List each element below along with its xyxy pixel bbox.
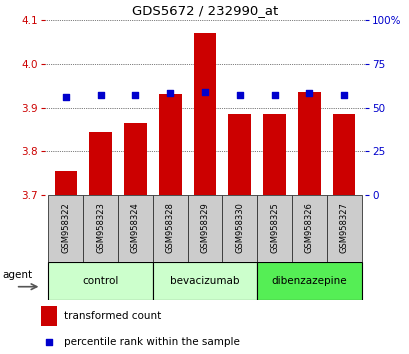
Bar xyxy=(256,262,361,300)
Bar xyxy=(222,195,256,262)
Text: GSM958322: GSM958322 xyxy=(61,202,70,252)
Text: GSM958323: GSM958323 xyxy=(96,202,105,253)
Bar xyxy=(228,114,250,195)
Point xyxy=(236,92,243,98)
Bar xyxy=(124,123,146,195)
Text: percentile rank within the sample: percentile rank within the sample xyxy=(63,337,239,347)
Point xyxy=(271,92,277,98)
Bar xyxy=(153,195,187,262)
Bar xyxy=(159,95,181,195)
Title: GDS5672 / 232990_at: GDS5672 / 232990_at xyxy=(132,5,277,17)
Bar xyxy=(48,262,153,300)
Bar xyxy=(332,114,355,195)
Bar xyxy=(291,195,326,262)
Bar xyxy=(326,195,361,262)
Bar xyxy=(153,262,256,300)
Text: bevacizumab: bevacizumab xyxy=(170,276,239,286)
Bar xyxy=(83,195,118,262)
Point xyxy=(45,339,52,345)
Text: GSM958327: GSM958327 xyxy=(339,202,348,253)
Point xyxy=(306,90,312,96)
Point xyxy=(63,94,69,99)
Bar xyxy=(89,132,112,195)
Text: agent: agent xyxy=(2,270,32,280)
Bar xyxy=(263,114,285,195)
Bar xyxy=(256,195,291,262)
Text: GSM958330: GSM958330 xyxy=(235,202,244,253)
Text: control: control xyxy=(82,276,119,286)
Text: GSM958328: GSM958328 xyxy=(165,202,174,253)
Point xyxy=(97,92,103,98)
Text: GSM958326: GSM958326 xyxy=(304,202,313,253)
Text: transformed count: transformed count xyxy=(63,311,160,321)
Point xyxy=(201,89,208,95)
Bar xyxy=(54,171,77,195)
Text: GSM958329: GSM958329 xyxy=(200,202,209,252)
Bar xyxy=(193,33,216,195)
Bar xyxy=(41,307,56,326)
Point xyxy=(340,92,346,98)
Bar xyxy=(48,195,83,262)
Bar xyxy=(297,92,320,195)
Text: GSM958325: GSM958325 xyxy=(270,202,279,252)
Point xyxy=(166,90,173,96)
Text: GSM958324: GSM958324 xyxy=(130,202,139,252)
Bar xyxy=(118,195,153,262)
Point xyxy=(132,92,138,98)
Bar xyxy=(187,195,222,262)
Text: dibenzazepine: dibenzazepine xyxy=(271,276,346,286)
